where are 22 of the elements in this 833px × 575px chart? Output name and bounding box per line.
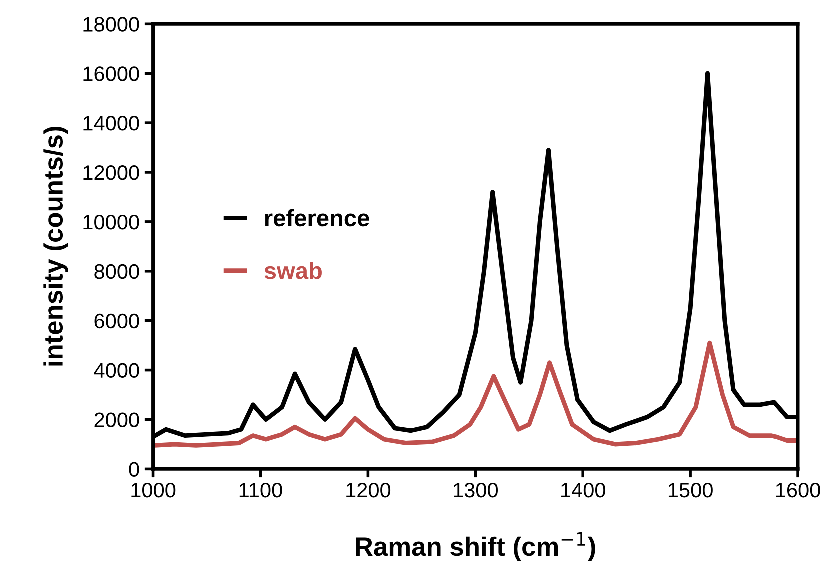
y-tick-label: 0 <box>129 462 140 477</box>
y-tick-label: 18000 <box>84 17 140 32</box>
x-tick-label: 1000 <box>132 482 176 498</box>
y-tick-label: 6000 <box>94 314 140 329</box>
x-tick-label: 1600 <box>776 482 820 498</box>
y-tick-label: 12000 <box>84 166 140 180</box>
line-series <box>153 340 798 448</box>
y-tick-label: 16000 <box>84 66 140 82</box>
y-tick-label: 4000 <box>94 363 140 378</box>
y-tick-label: 8000 <box>94 264 140 280</box>
x-axis-title: Raman shift (cm$^{−1}$) <box>356 532 596 562</box>
x-tick-label: 1300 <box>454 482 498 498</box>
y-axis-title: intensity (counts/s) <box>44 127 68 366</box>
y-tick-label: 10000 <box>84 214 140 230</box>
x-tick-label: 1100 <box>240 482 282 498</box>
y-tick-label: 2000 <box>94 412 140 428</box>
x-tick-label: 1200 <box>346 482 391 498</box>
y-tick-label: 14000 <box>84 116 140 131</box>
legend-label: reference <box>265 209 370 227</box>
legend-label: swab <box>264 262 322 280</box>
x-tick-label: 1500 <box>668 482 713 498</box>
x-tick-label: 1400 <box>562 482 606 498</box>
